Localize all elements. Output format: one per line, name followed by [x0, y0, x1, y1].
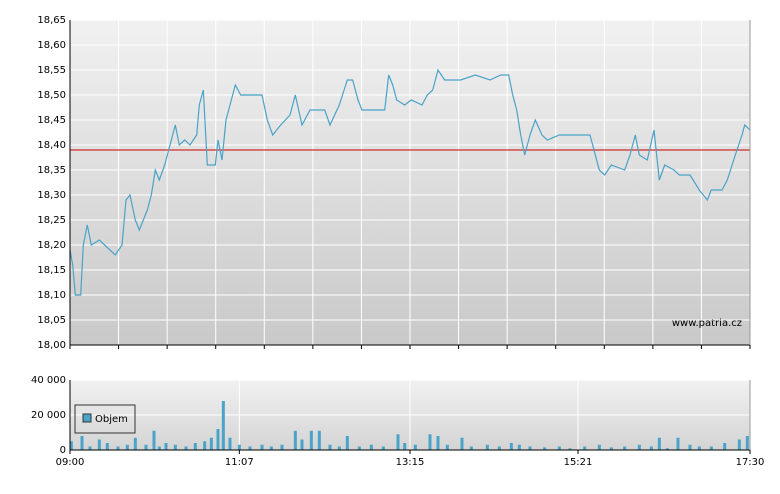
volume-bar — [543, 447, 547, 450]
volume-bar — [317, 430, 321, 450]
y-tick-label: 18,25 — [37, 215, 66, 226]
volume-bar — [665, 448, 669, 450]
volume-bar — [396, 434, 400, 450]
y-tick-label: 18,20 — [37, 240, 66, 251]
volume-bar — [697, 446, 701, 450]
y-tick-label: 18,30 — [37, 190, 66, 201]
legend — [74, 404, 136, 434]
volume-bar — [413, 444, 417, 450]
volume-bar — [436, 436, 440, 450]
y-tick-label: 18,15 — [37, 265, 66, 276]
y-tick-label: 20 000 — [31, 410, 66, 421]
y-tick-label: 18,40 — [37, 140, 66, 151]
x-tick-label: 09:00 — [56, 457, 85, 468]
price-line — [69, 68, 751, 296]
volume-bar — [583, 446, 587, 450]
volume-bar — [260, 444, 264, 450]
watermark: www.patria.cz — [672, 318, 742, 329]
volume-bar — [203, 441, 207, 450]
volume-bar — [328, 444, 332, 450]
volume-bar — [657, 437, 661, 450]
volume-bar — [709, 446, 713, 450]
volume-bar — [237, 444, 241, 450]
volume-bar — [80, 436, 84, 450]
volume-bar — [269, 446, 273, 450]
volume-bar — [216, 429, 220, 450]
volume-bar — [97, 439, 101, 450]
volume-bar — [184, 446, 188, 450]
volume-bar — [157, 446, 161, 450]
volume-bar — [609, 447, 613, 450]
x-tick-label: 11:07 — [225, 457, 254, 468]
volume-bar — [144, 444, 148, 450]
y-tick-label: 18,10 — [37, 290, 66, 301]
legend-label: Objem — [95, 414, 128, 425]
y-tick-label: 18,50 — [37, 90, 66, 101]
volume-bar — [745, 436, 749, 450]
volume-bar — [221, 401, 225, 450]
volume-bar — [623, 446, 627, 450]
volume-bar — [403, 443, 407, 450]
volume-bar — [445, 444, 449, 450]
y-tick-label: 18,35 — [37, 165, 66, 176]
volume-bar — [568, 448, 572, 450]
volume-bar — [293, 430, 297, 450]
volume-bar — [337, 446, 341, 450]
volume-bar — [649, 446, 653, 450]
volume-bar — [497, 446, 501, 450]
volume-bar — [248, 446, 252, 450]
volume-bar — [509, 443, 513, 450]
y-tick-label: 18,00 — [37, 340, 66, 351]
y-tick-label: 18,55 — [37, 65, 66, 76]
volume-bar — [381, 446, 385, 450]
volume-bar — [517, 444, 521, 450]
vertical-grid — [118, 20, 702, 345]
volume-bar — [193, 443, 197, 450]
volume-bar — [528, 446, 532, 450]
volume-bar — [357, 446, 361, 450]
volume-bar — [164, 443, 168, 450]
volume-bar — [173, 444, 177, 450]
legend-swatch — [82, 413, 92, 423]
y-tick-label: 18,05 — [37, 315, 66, 326]
volume-bar — [345, 436, 349, 450]
volume-bar — [469, 446, 473, 450]
x-tick-label: 15:21 — [564, 457, 593, 468]
volume-bar — [557, 446, 561, 450]
volume-bar — [228, 437, 232, 450]
volume-bar — [676, 437, 680, 450]
volume-bar — [723, 443, 727, 450]
x-tick-label: 17:30 — [736, 457, 765, 468]
y-tick-label: 18,65 — [37, 15, 66, 26]
volume-bar — [369, 444, 373, 450]
volume-bar — [116, 446, 120, 450]
volume-bar — [209, 437, 213, 450]
volume-bar — [280, 444, 284, 450]
volume-bar — [105, 443, 109, 450]
volume-bar — [460, 437, 464, 450]
volume-bar — [637, 444, 641, 450]
volume-bar — [133, 437, 137, 450]
volume-bar — [309, 430, 313, 450]
volume-bar — [88, 446, 92, 450]
y-tick-label: 40 000 — [31, 375, 66, 386]
volume-bar — [597, 444, 601, 450]
x-tick-label: 13:15 — [396, 457, 425, 468]
volume-bar — [300, 439, 304, 450]
y-tick-label: 0 — [60, 445, 66, 456]
volume-bar — [152, 430, 156, 450]
volume-bar — [125, 444, 129, 450]
volume-bar — [485, 444, 489, 450]
volume-bar — [688, 444, 692, 450]
volume-bar — [737, 439, 741, 450]
y-tick-label: 18,45 — [37, 115, 66, 126]
y-tick-label: 18,60 — [37, 40, 66, 51]
volume-bar — [428, 434, 432, 450]
volume-bar — [69, 441, 73, 450]
